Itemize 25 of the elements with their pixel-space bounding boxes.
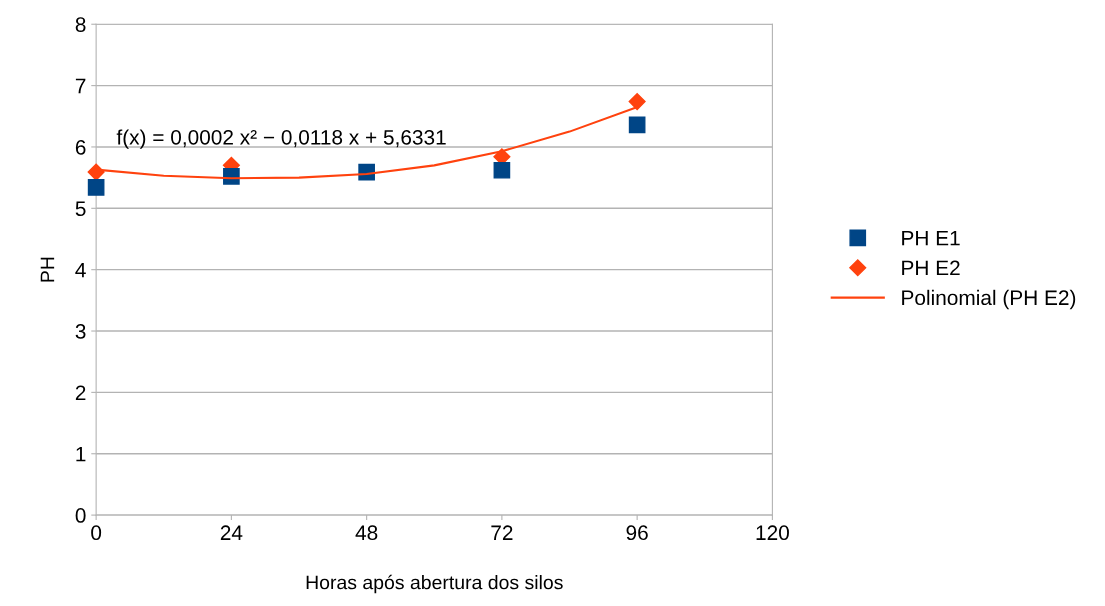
y-tick-label: 5 bbox=[75, 201, 86, 217]
x-tick-label: 48 bbox=[355, 525, 378, 541]
point bbox=[628, 92, 646, 111]
x-axis-title: Horas após abertura dos silos bbox=[306, 574, 563, 594]
x-tick-label: 120 bbox=[756, 525, 789, 541]
legend-label: PH E1 bbox=[902, 230, 960, 246]
point bbox=[628, 116, 646, 134]
y-tick-label: 4 bbox=[75, 262, 86, 278]
x-tick-label: 24 bbox=[220, 525, 243, 540]
y-tick-label: 8 bbox=[75, 17, 86, 32]
annotation: f(x) = 0,0002 x² − 0,0118 x + 5,6331 bbox=[116, 129, 446, 149]
x-tick-label: 0 bbox=[91, 525, 102, 541]
y-tick-label: 7 bbox=[75, 78, 86, 94]
y-axis-title: PH bbox=[40, 257, 55, 282]
point bbox=[493, 161, 511, 179]
legend-label: Polinomial (PH E2) bbox=[902, 289, 1076, 310]
y-tick-label: 0 bbox=[75, 508, 86, 523]
x-tick-label: 96 bbox=[626, 525, 648, 541]
point bbox=[87, 179, 105, 196]
y-tick-label: 2 bbox=[75, 385, 86, 400]
y-tick-label: 6 bbox=[75, 139, 86, 155]
x-tick-label: 72 bbox=[491, 525, 513, 540]
y-tick-label: 1 bbox=[76, 446, 86, 462]
y-tick-label: 3 bbox=[75, 324, 86, 339]
legend-label: PH E2 bbox=[902, 260, 960, 276]
